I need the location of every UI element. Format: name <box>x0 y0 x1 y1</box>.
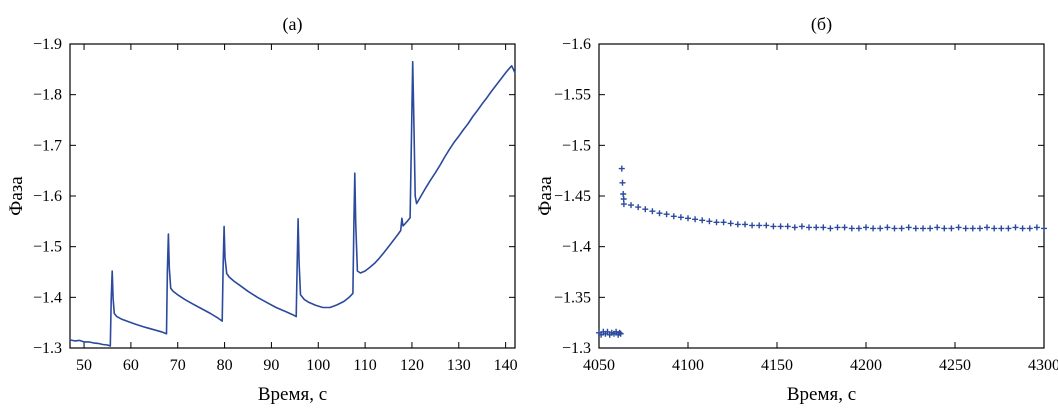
chart-title: (а) <box>283 14 303 35</box>
y-axis-label: Фаза <box>6 176 27 216</box>
y-tick-label: −1.3 <box>562 340 591 357</box>
y-tick-label: −1.4 <box>33 289 62 306</box>
x-tick-label: 4050 <box>583 357 615 374</box>
y-tick-label: −1.5 <box>33 239 62 256</box>
y-tick-label: −1.55 <box>554 87 591 104</box>
chart-panel-a: 50 60 70 80 90 100 110 120 130 140 −1.9 −1.8 −1.7 −1.… <box>6 14 518 405</box>
chart-a: 50 60 70 80 90 100 110 120 130 140 −1.9 −1.8 −1.7 −1.… <box>6 14 518 405</box>
data-series-markers <box>596 165 1047 338</box>
x-axis-label: Время, с <box>787 384 856 405</box>
x-tick-label: 4100 <box>672 357 704 374</box>
x-tick-label: 110 <box>353 357 376 374</box>
y-tick-label: −1.7 <box>33 137 62 154</box>
x-tick-label: 4250 <box>939 357 971 374</box>
plot-box <box>598 43 1045 349</box>
plot-box <box>69 43 516 349</box>
x-tick-label: 100 <box>306 357 330 374</box>
y-tick-label: −1.3 <box>33 340 62 357</box>
y-tick-label: −1.5 <box>562 137 591 154</box>
y-tick-label: −1.6 <box>33 188 62 205</box>
chart-title: (б) <box>811 14 832 35</box>
x-tick-label: 70 <box>170 357 186 374</box>
y-tick-label: −1.35 <box>554 289 591 306</box>
x-tick-label: 120 <box>400 357 424 374</box>
chart-b: 4050 4100 4150 4200 4250 4300 −1.6 −1.55 −1.5 −1.… <box>535 14 1058 405</box>
chart-panel-b: 4050 4100 4150 4200 4250 4300 −1.6 −1.55 −1.5 −1.… <box>529 0 1058 416</box>
y-tick-label: −1.8 <box>33 87 62 104</box>
y-tick-label: −1.6 <box>562 36 591 53</box>
x-tick-label: 4300 <box>1028 357 1058 374</box>
x-tick-label: 4200 <box>850 357 882 374</box>
x-tick-label: 130 <box>447 357 471 374</box>
x-tick-label: 140 <box>494 357 518 374</box>
x-tick-label: 90 <box>263 357 279 374</box>
x-tick-label: 50 <box>76 357 92 374</box>
y-tick-label: −1.45 <box>554 188 591 205</box>
x-tick-label: 60 <box>123 357 139 374</box>
x-axis-label: Время, с <box>258 384 327 405</box>
x-tick-label: 80 <box>217 357 233 374</box>
y-axis-label: Фаза <box>535 176 556 216</box>
x-tick-label: 4150 <box>761 357 793 374</box>
y-tick-label: −1.9 <box>33 36 62 53</box>
y-tick-label: −1.4 <box>562 239 591 256</box>
data-series-line <box>69 60 516 347</box>
